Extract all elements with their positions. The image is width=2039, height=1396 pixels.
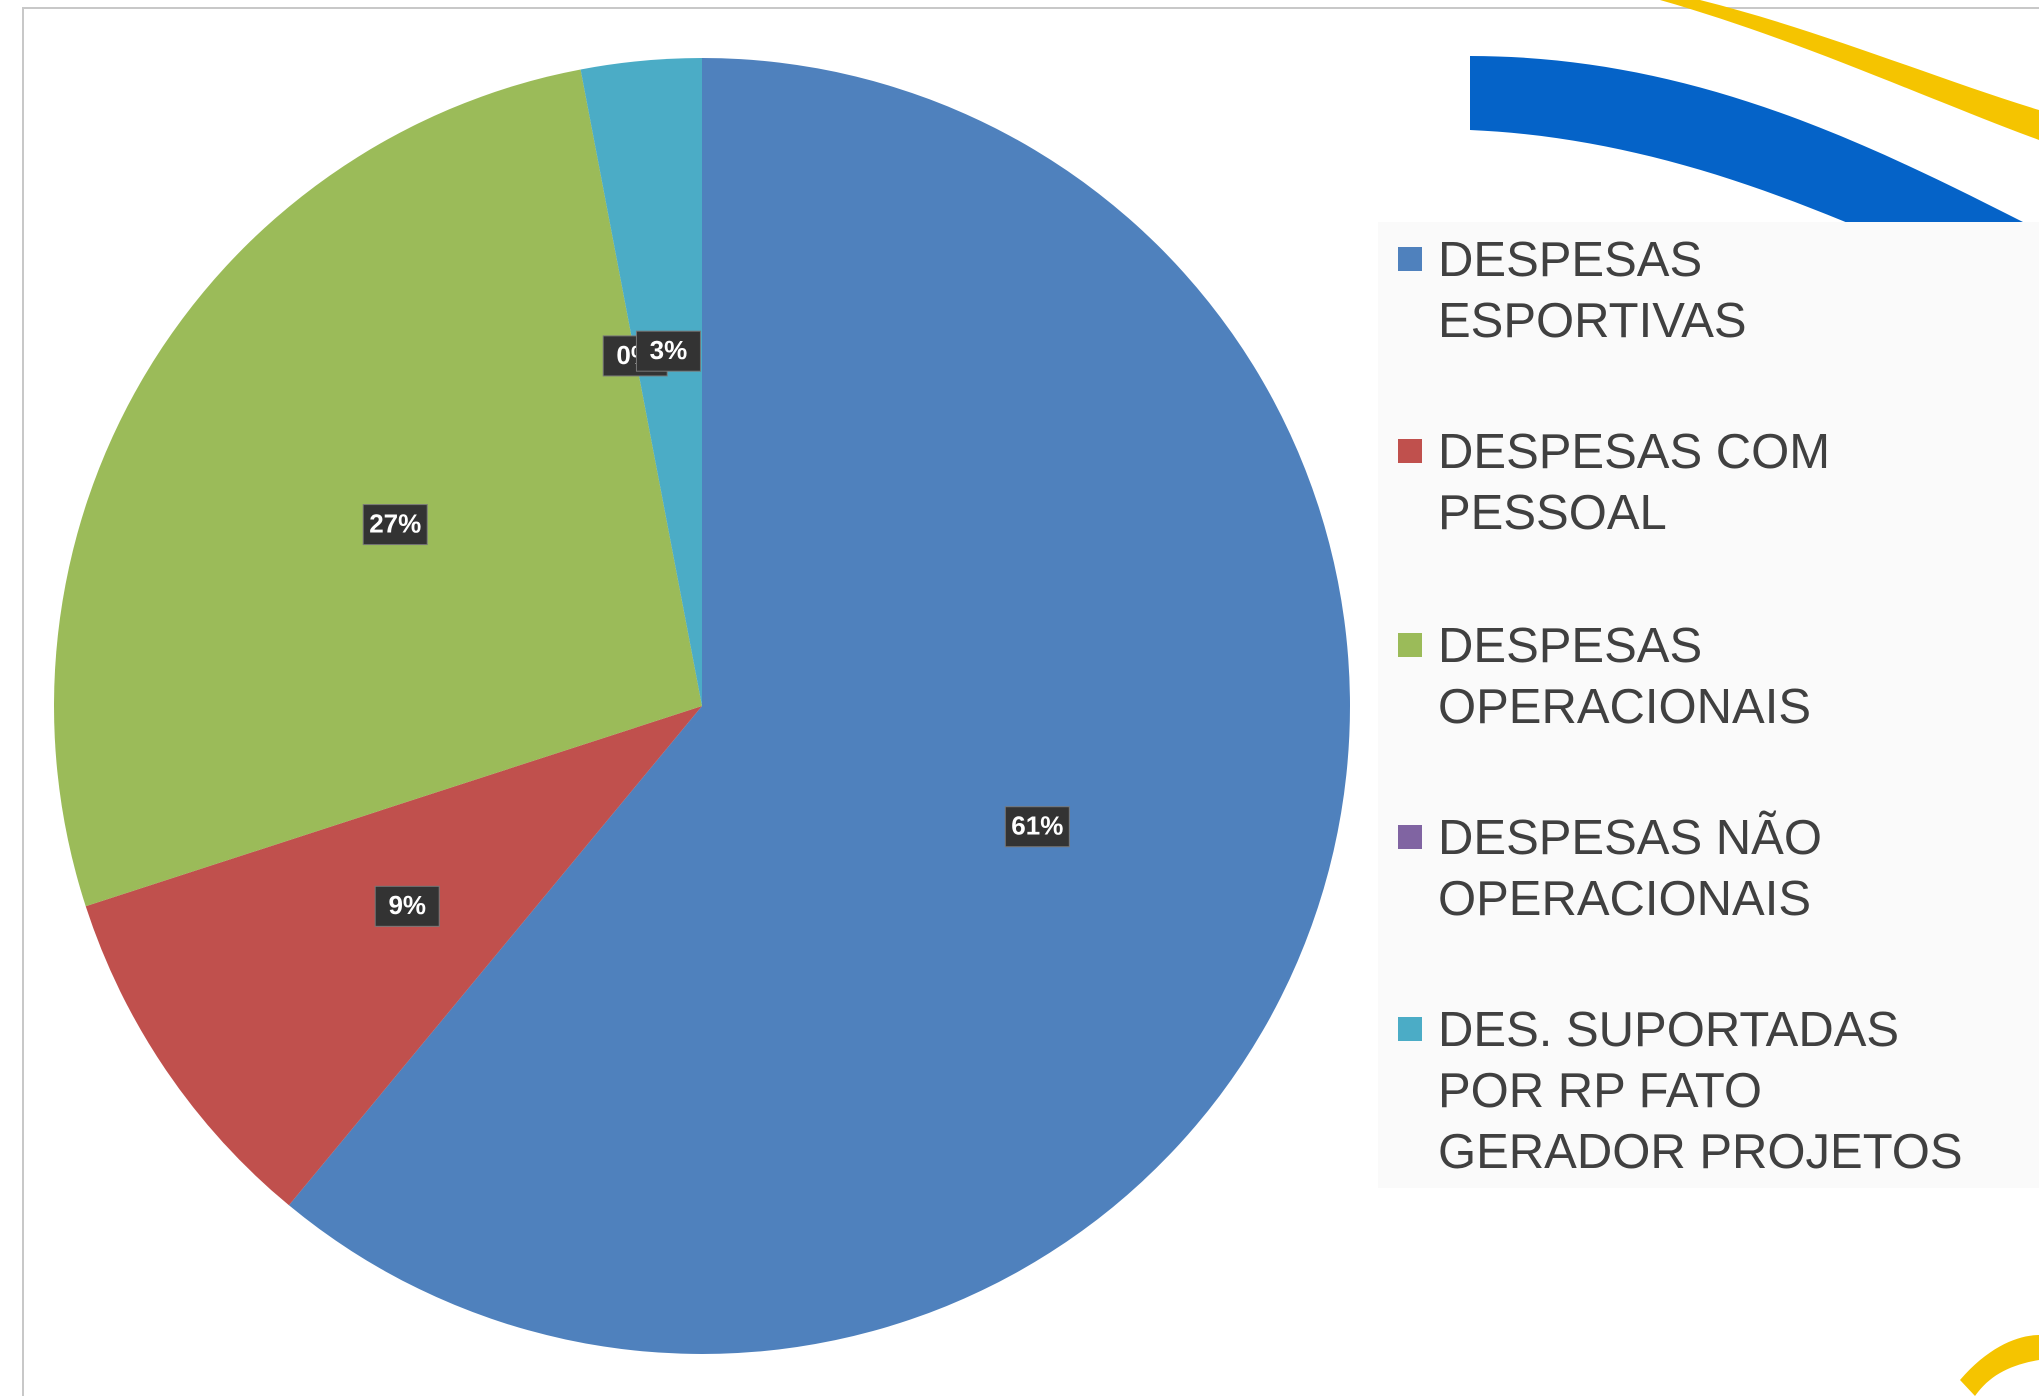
data-label: 61% [1004,806,1070,848]
decor-swoosh [1960,1335,2039,1396]
legend-item: DESPESAS COM PESSOAL [1398,422,2018,544]
legend-item: DESPESAS NÃO OPERACIONAIS [1398,808,2018,930]
pie-slice [288,58,1351,1354]
legend-swatch [1398,439,1422,463]
legend-swatch [1398,247,1422,271]
data-label: 27% [362,504,428,546]
data-labels: 61%9%27%0%3% [362,330,1070,927]
data-label-box [374,885,440,927]
data-label: 3% [635,330,701,372]
pie-slice [85,706,702,1206]
legend-swatch [1398,1017,1422,1041]
data-label-box [635,330,701,372]
legend-label: DESPESAS NÃO OPERACIONAIS [1438,811,1822,926]
legend-item: DESPESAS ESPORTIVAS [1398,230,2018,352]
pie-slice [580,58,702,706]
legend-swatch [1398,633,1422,657]
pie [53,58,1351,1354]
legend-item: DESPESAS OPERACIONAIS [1398,616,2018,738]
legend-swatch [1398,825,1422,849]
legend-label: DES. SUPORTADAS POR RP FATO GERADOR PROJ… [1438,1003,1963,1179]
data-label-text: 9% [388,890,426,920]
pie-slice [53,69,702,907]
data-label-text: 27% [369,508,421,538]
legend-item: DES. SUPORTADAS POR RP FATO GERADOR PROJ… [1398,1000,2018,1183]
legend-label: DESPESAS COM PESSOAL [1438,425,1831,540]
data-label-box [362,504,428,546]
data-label: 9% [374,885,440,927]
data-label-text: 3% [650,335,688,365]
data-label-box [1004,806,1070,848]
legend-label: DESPESAS ESPORTIVAS [1438,233,1747,348]
chart-frame [22,7,2039,1396]
legend: DESPESAS ESPORTIVAS DESPESAS COM PESSOAL D… [1378,222,2039,1188]
legend-label: DESPESAS OPERACIONAIS [1438,619,1812,734]
data-label-text: 61% [1011,811,1063,841]
